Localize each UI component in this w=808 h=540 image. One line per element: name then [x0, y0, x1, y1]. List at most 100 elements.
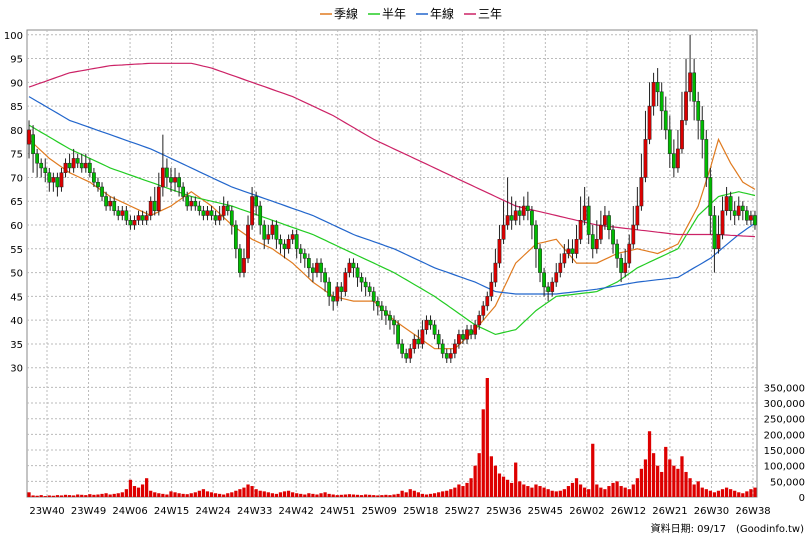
volume-bar-174 [733, 490, 737, 497]
candle-body-7 [55, 177, 60, 188]
volume-bar-60 [270, 493, 274, 497]
volume-bar-109 [469, 478, 473, 497]
volume-bar-119 [510, 482, 514, 497]
candle-body-29 [144, 215, 149, 221]
candle-body-127 [542, 272, 546, 288]
volume-bar-135 [574, 478, 579, 497]
candle-body-104 [448, 353, 453, 359]
candle-body-67 [298, 248, 303, 254]
candle-body-87 [379, 305, 384, 311]
candle-body-129 [550, 281, 555, 292]
volume-bar-66 [295, 493, 299, 497]
volume-bar-145 [615, 481, 619, 497]
volume-bar-28 [140, 484, 145, 497]
volume-bar-19 [104, 493, 108, 497]
candle-body-77 [339, 286, 344, 292]
volume-bar-24 [124, 489, 128, 497]
price-tick-label-6: 60 [10, 221, 23, 232]
volume-bar-22 [116, 493, 120, 497]
candle-body-124 [530, 210, 534, 226]
candle-body-53 [242, 258, 246, 273]
volume-bar-63 [282, 491, 287, 497]
candle-body-41 [193, 200, 198, 207]
volume-bar-166 [700, 487, 704, 497]
candle-body-3 [39, 162, 44, 169]
volume-bar-133 [566, 486, 571, 497]
candle-body-57 [258, 205, 263, 226]
candle-body-50 [229, 210, 234, 226]
volume-bar-8 [59, 495, 64, 497]
volume-bar-113 [485, 378, 489, 497]
candle-body-146 [619, 258, 624, 273]
candle-body-25 [128, 220, 133, 226]
volume-bar-78 [343, 494, 347, 497]
candle-body-130 [554, 272, 559, 283]
volume-bar-160 [676, 468, 680, 497]
candle-body-165 [696, 101, 701, 121]
volume-bar-11 [72, 495, 76, 497]
candle-body-35 [169, 177, 173, 183]
candle-body-103 [444, 353, 449, 359]
volume-bar-74 [327, 493, 331, 497]
volume-bar-110 [473, 465, 477, 497]
candle-body-68 [302, 253, 307, 259]
candle-body-69 [306, 258, 311, 269]
volume-bar-111 [477, 453, 481, 497]
chart-legend: 季線 半年 年線 三年 [320, 6, 502, 21]
candle-body-59 [266, 234, 271, 240]
volume-tick-label-6: 300,000 [764, 399, 805, 410]
candle-body-60 [270, 224, 275, 235]
volume-bar-157 [664, 446, 668, 497]
volume-bar-55 [250, 486, 254, 497]
candle-body-49 [225, 205, 230, 212]
volume-bar-134 [570, 482, 575, 497]
source-label: (Goodinfo.tw) [736, 524, 804, 535]
volume-bar-171 [720, 489, 725, 497]
candle-body-15 [87, 162, 92, 173]
volume-bar-77 [339, 494, 343, 497]
volume-bar-83 [364, 494, 368, 497]
candle-body-20 [108, 200, 113, 207]
candle-body-26 [132, 220, 137, 226]
volume-bar-15 [88, 494, 92, 497]
candle-body-175 [736, 205, 741, 216]
volume-bar-130 [554, 491, 558, 497]
volume-bar-153 [647, 431, 652, 497]
volume-bar-40 [189, 493, 193, 497]
volume-bar-128 [546, 489, 550, 497]
volume-bar-72 [319, 493, 323, 497]
candle-body-153 [647, 105, 652, 140]
x-tick-label-17: 26W38 [735, 506, 770, 517]
price-tick-label-13: 95 [10, 55, 23, 66]
candle-body-84 [367, 286, 372, 292]
volume-bar-172 [724, 487, 729, 497]
volume-bar-31 [153, 492, 157, 497]
volume-bar-98 [424, 494, 429, 497]
candle-body-167 [704, 139, 709, 178]
volume-bar-147 [623, 487, 627, 497]
volume-bar-179 [753, 487, 757, 497]
candle-body-110 [473, 324, 478, 335]
candle-body-73 [323, 272, 327, 283]
volume-bar-20 [108, 494, 112, 497]
volume-bar-65 [291, 492, 295, 497]
candle-body-134 [570, 248, 575, 254]
candle-body-62 [278, 239, 283, 245]
volume-bar-14 [84, 495, 88, 497]
volume-bar-115 [493, 465, 498, 497]
candle-body-161 [680, 120, 684, 150]
volume-bar-29 [145, 478, 149, 497]
candle-body-48 [221, 205, 226, 216]
candle-body-11 [71, 158, 76, 169]
candle-body-1 [31, 134, 35, 154]
volume-bar-0 [27, 492, 31, 497]
volume-bar-99 [428, 493, 433, 497]
candle-body-115 [493, 262, 498, 283]
volume-bar-91 [396, 493, 400, 497]
volume-bar-158 [668, 459, 672, 497]
volume-bar-163 [688, 478, 692, 497]
volume-bar-177 [745, 491, 749, 497]
candle-body-113 [485, 296, 490, 307]
volume-tick-label-0: 0 [799, 493, 805, 504]
volume-bar-168 [708, 490, 712, 497]
